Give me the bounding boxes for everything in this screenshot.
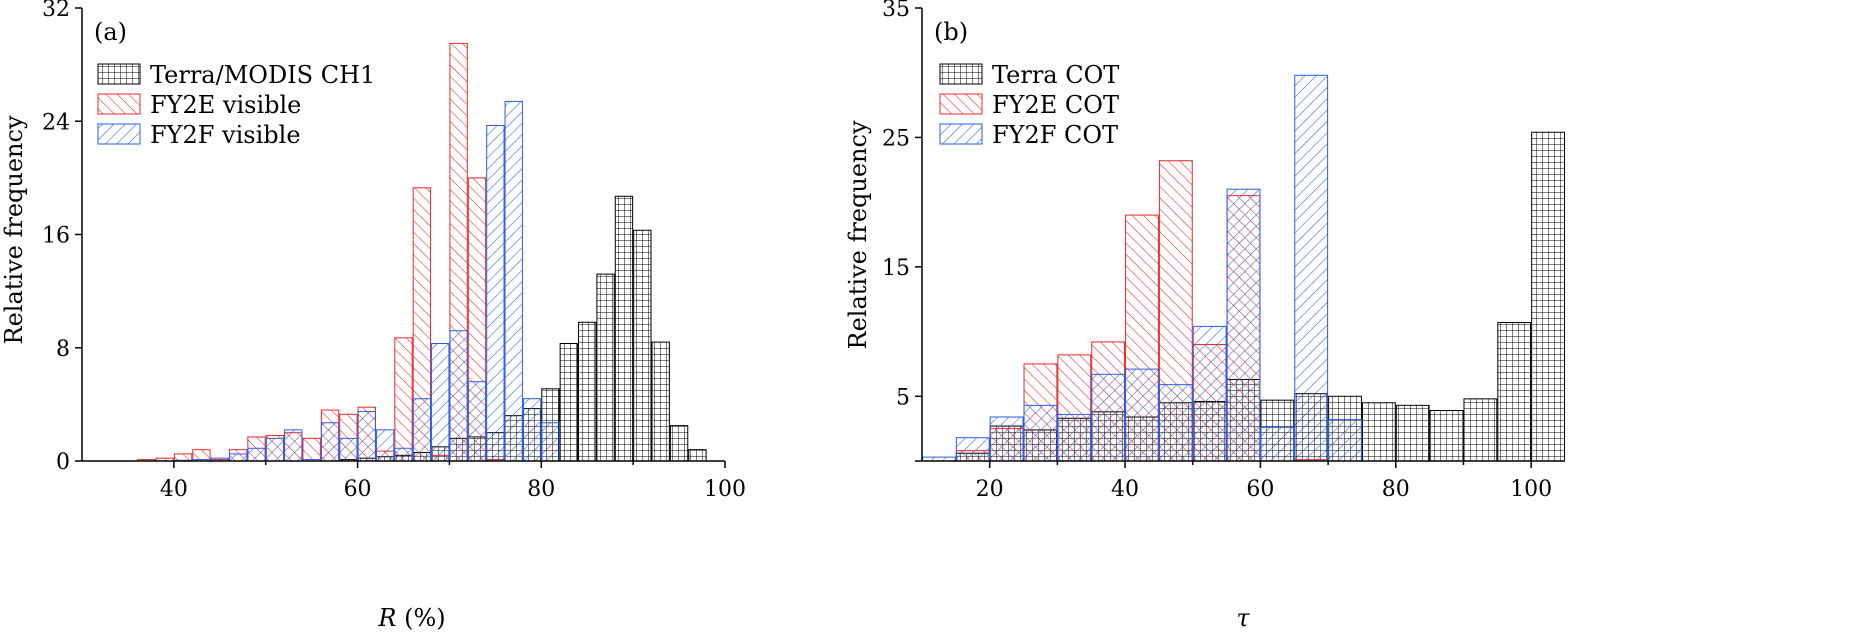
bar-terra-b-16 [1497, 322, 1532, 462]
bar-fy2f-b-11 [1294, 74, 1329, 462]
y-tick-label-a-32: 32 [42, 0, 70, 22]
x-tick-label-b-20: 20 [976, 477, 1004, 502]
bar-fy2f-b-12 [1328, 419, 1362, 462]
bar-fy2e-a-14 [394, 337, 413, 462]
x-tick-label-a-80: 80 [527, 477, 555, 502]
panel-a-ylabel: Relative frequency [0, 115, 28, 344]
bar-fy2f-a-4 [247, 447, 266, 462]
y-tick-label-a-24: 24 [42, 110, 70, 135]
bar-terra-a-18 [669, 425, 689, 462]
panel-a-legend: Terra/MODIS CH1 FY2E visible FY2F visibl… [97, 61, 375, 149]
bar-fy2e-a-9 [302, 437, 321, 462]
bar-fy2f-a-18 [504, 100, 523, 462]
x-tick-label-b-100: 100 [1510, 477, 1552, 502]
panel-a-bars [137, 42, 707, 462]
y-tick-label-b-35: 35 [882, 0, 910, 22]
bar-fy2f-b-5 [1091, 373, 1126, 462]
bar-fy2f-a-10 [357, 410, 376, 462]
bar-fy2f-a-8 [320, 422, 340, 462]
y-tick-label-b-5: 5 [896, 385, 910, 410]
bar-terra-b-17 [1531, 131, 1565, 462]
legend-label-fy2f-a: FY2F visible [150, 121, 301, 149]
x-tick-label-a-40: 40 [160, 477, 188, 502]
bar-fy2f-a-12 [394, 447, 413, 462]
panel-a-xlabel-unit: (%) [396, 604, 445, 632]
bar-fy2f-b-6 [1125, 368, 1159, 462]
legend-label-fy2f-b: FY2F COT [992, 121, 1118, 149]
bar-terra-a-12 [559, 343, 579, 462]
panel-b-xlabel: τ [1236, 604, 1250, 632]
bar-fy2f-a-13 [412, 398, 432, 462]
bar-fy2f-a-14 [431, 343, 450, 462]
x-tick-label-b-40: 40 [1111, 477, 1139, 502]
panel-a-xlabel-var: R [377, 604, 396, 632]
x-tick-label-b-80: 80 [1382, 477, 1410, 502]
bar-terra-a-15 [614, 195, 634, 462]
panel-b-label: (b) [934, 18, 968, 46]
bar-fy2f-a-20 [541, 422, 560, 462]
panel-a-axes: 40 60 80 100 0 8 16 24 32 [42, 0, 746, 502]
panel-b: (b) Relative frequency τ Terra COT FY2E … [844, 0, 1565, 632]
bar-fy2f-b-10 [1260, 426, 1295, 462]
legend-swatch-terra-b [939, 63, 983, 85]
legend-swatch-fy2f-a [97, 123, 141, 145]
bar-terra-a-14 [596, 273, 615, 462]
x-tick-label-b-60: 60 [1246, 477, 1274, 502]
bar-fy2f-a-19 [522, 398, 542, 462]
bar-terra-b-13 [1395, 404, 1430, 462]
bar-terra-b-12 [1361, 402, 1396, 462]
bar-fy2f-a-15 [449, 330, 468, 462]
bar-fy2f-b-2 [989, 416, 1024, 462]
panel-a-label: (a) [94, 18, 127, 46]
panel-b-legend: Terra COT FY2E COT FY2F COT [939, 61, 1119, 149]
legend-swatch-fy2f-b [939, 123, 983, 145]
bar-fy2f-b-4 [1057, 413, 1092, 462]
y-tick-label-a-0: 0 [56, 450, 70, 475]
legend-label-terra-a: Terra/MODIS CH1 [150, 61, 375, 89]
legend-label-terra-b: Terra COT [992, 61, 1119, 89]
bar-terra-a-13 [578, 321, 597, 462]
bar-fy2f-a-9 [339, 437, 358, 462]
legend-swatch-fy2e-a [97, 93, 141, 115]
panel-a: (a) Relative frequency R (%) Terra/MODIS… [0, 0, 746, 632]
panel-a-xlabel: R (%) [377, 604, 445, 632]
bar-fy2f-b-9 [1226, 188, 1261, 462]
y-tick-label-b-15: 15 [882, 256, 910, 281]
legend-swatch-fy2e-b [939, 93, 983, 115]
bar-fy2f-a-6 [284, 429, 303, 462]
panel-b-bars [922, 74, 1565, 462]
bar-fy2f-a-3 [228, 453, 248, 462]
bar-terra-b-14 [1429, 410, 1464, 462]
bar-fy2f-b-1 [955, 437, 990, 462]
bar-terra-a-19 [688, 449, 707, 462]
bar-fy2f-a-5 [265, 437, 285, 462]
bar-fy2f-a-11 [375, 429, 395, 462]
bar-fy2f-a-17 [486, 124, 505, 462]
y-tick-label-a-16: 16 [42, 224, 70, 249]
legend-swatch-terra-a [97, 63, 141, 85]
panel-b-ylabel: Relative frequency [844, 120, 872, 349]
bar-fy2f-b-8 [1192, 325, 1227, 462]
legend-label-fy2e-a: FY2E visible [150, 91, 301, 119]
bar-fy2f-b-3 [1023, 404, 1058, 462]
bar-terra-a-16 [633, 229, 652, 462]
x-tick-label-a-60: 60 [344, 477, 372, 502]
bar-fy2f-b-7 [1158, 384, 1193, 462]
legend-label-fy2e-b: FY2E COT [992, 91, 1119, 119]
panel-b-axes: 20 40 60 80 100 5 15 25 35 [882, 0, 1565, 502]
x-tick-label-a-100: 100 [704, 477, 746, 502]
bar-fy2f-a-16 [467, 381, 487, 462]
panel-b-xlabel-var: τ [1236, 604, 1250, 632]
bar-terra-a-17 [651, 341, 670, 462]
y-tick-label-b-25: 25 [882, 126, 910, 151]
bar-terra-b-15 [1463, 398, 1498, 462]
y-tick-label-a-8: 8 [56, 337, 70, 362]
